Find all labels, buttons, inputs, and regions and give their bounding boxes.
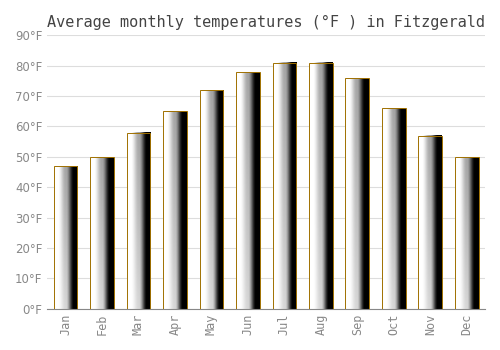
Bar [455, 157, 478, 309]
Bar [272, 63, 296, 309]
Bar [309, 63, 332, 309]
Bar [200, 90, 224, 309]
Bar [346, 78, 369, 309]
Title: Average monthly temperatures (°F ) in Fitzgerald: Average monthly temperatures (°F ) in Fi… [47, 15, 485, 30]
Bar [418, 135, 442, 309]
Bar [163, 111, 187, 309]
Bar [90, 157, 114, 309]
Bar [126, 133, 150, 309]
Bar [382, 108, 406, 309]
Bar [54, 166, 78, 309]
Bar [236, 72, 260, 309]
